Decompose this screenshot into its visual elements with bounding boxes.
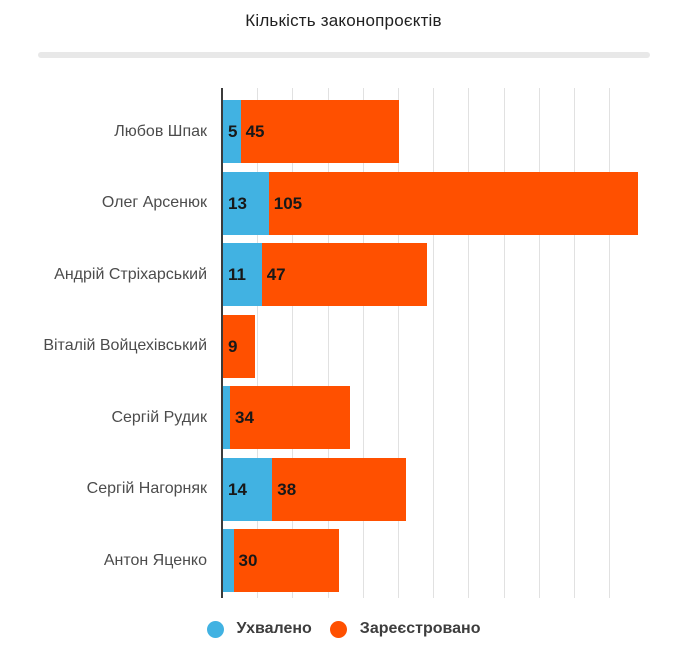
- approved-bar-segment[interactable]: 5: [223, 100, 241, 164]
- gridline: [609, 88, 611, 598]
- gridline: [468, 88, 470, 598]
- bar-rows: Любов Шпак 5 45 Олег Арсенюк 13 105 Андрій Стр…: [0, 96, 687, 597]
- title-divider: [38, 52, 650, 58]
- registered-bar-segment[interactable]: 105: [268, 171, 639, 235]
- legend: Ухвалено Зареєстровано: [0, 620, 687, 638]
- approved-bar-segment[interactable]: 14: [223, 457, 273, 521]
- bar-row: Любов Шпак 5 45: [0, 96, 687, 168]
- bar-row: Антон Яценко 30: [0, 525, 687, 597]
- approved-bar-segment[interactable]: 13: [223, 171, 269, 235]
- approved-value-label: 13: [228, 193, 247, 213]
- approved-bar-segment[interactable]: [223, 529, 234, 593]
- gridline: [574, 88, 575, 598]
- bar-row: Андрій Стріхарський 11 47: [0, 239, 687, 311]
- plot-area: Любов Шпак 5 45 Олег Арсенюк 13 105 Андрій Стр…: [0, 88, 687, 598]
- bar-group: 11 47: [223, 243, 428, 307]
- registered-bar-segment[interactable]: 45: [240, 100, 399, 164]
- category-label: Олег Арсенюк: [101, 194, 207, 212]
- registered-value-label: 9: [228, 336, 238, 356]
- category-label: Сергій Рудик: [111, 408, 207, 426]
- gridline: [327, 88, 329, 598]
- legend-swatch: [329, 620, 347, 638]
- category-label: Сергій Нагорняк: [86, 480, 207, 498]
- legend-label: Зареєстровано: [359, 620, 481, 637]
- category-label: Антон Яценко: [103, 551, 207, 569]
- bar-row: Олег Арсенюк 13 105: [0, 168, 687, 240]
- approved-bar-segment[interactable]: 11: [223, 243, 262, 307]
- registered-bar-segment[interactable]: 34: [230, 386, 350, 450]
- gridline: [292, 88, 294, 598]
- approved-value-label: 14: [228, 479, 247, 499]
- bar-group: 9: [223, 314, 255, 378]
- gridline: [538, 88, 540, 598]
- bar-group: 14 38: [223, 457, 407, 521]
- registered-value-label: 45: [245, 122, 265, 142]
- bar-group: 13 105: [223, 171, 639, 235]
- bar-row: Сергій Рудик 34: [0, 382, 687, 454]
- category-label: Віталій Войцехівський: [43, 337, 207, 355]
- registered-bar-segment[interactable]: 47: [261, 243, 428, 307]
- registered-bar-segment[interactable]: 9: [223, 314, 255, 378]
- bar-row: Сергій Нагорняк 14 38: [0, 454, 687, 526]
- bar-group: 30: [223, 529, 340, 593]
- gridline: [433, 88, 435, 598]
- legend-item[interactable]: Зареєстровано: [329, 620, 481, 638]
- gridline: [503, 88, 505, 598]
- gridline: [398, 88, 399, 598]
- registered-bar-segment[interactable]: 30: [233, 529, 340, 593]
- registered-value-label: 30: [238, 551, 258, 571]
- category-label: Любов Шпак: [114, 122, 207, 140]
- chart-title: Кількість законопроєктів: [245, 11, 442, 30]
- approved-bar-segment[interactable]: [223, 386, 231, 450]
- approved-value-label: 11: [228, 265, 246, 285]
- gridline: [362, 88, 364, 598]
- registered-value-label: 38: [277, 479, 297, 499]
- bar-row: Віталій Войцехівський 9: [0, 311, 687, 383]
- registered-bar-segment[interactable]: 38: [272, 457, 407, 521]
- legend-item[interactable]: Ухвалено: [206, 620, 312, 638]
- gridline: [257, 88, 259, 598]
- registered-value-label: 105: [273, 193, 303, 213]
- registered-value-label: 47: [266, 265, 286, 285]
- category-label: Андрій Стріхарський: [54, 265, 207, 283]
- bar-group: 5 45: [223, 100, 399, 164]
- bar-group: 34: [223, 386, 350, 450]
- legend-label: Ухвалено: [236, 620, 312, 637]
- approved-value-label: 5: [228, 122, 238, 142]
- registered-value-label: 34: [235, 408, 254, 428]
- y-axis-line: [221, 88, 223, 598]
- legend-swatch: [206, 620, 224, 638]
